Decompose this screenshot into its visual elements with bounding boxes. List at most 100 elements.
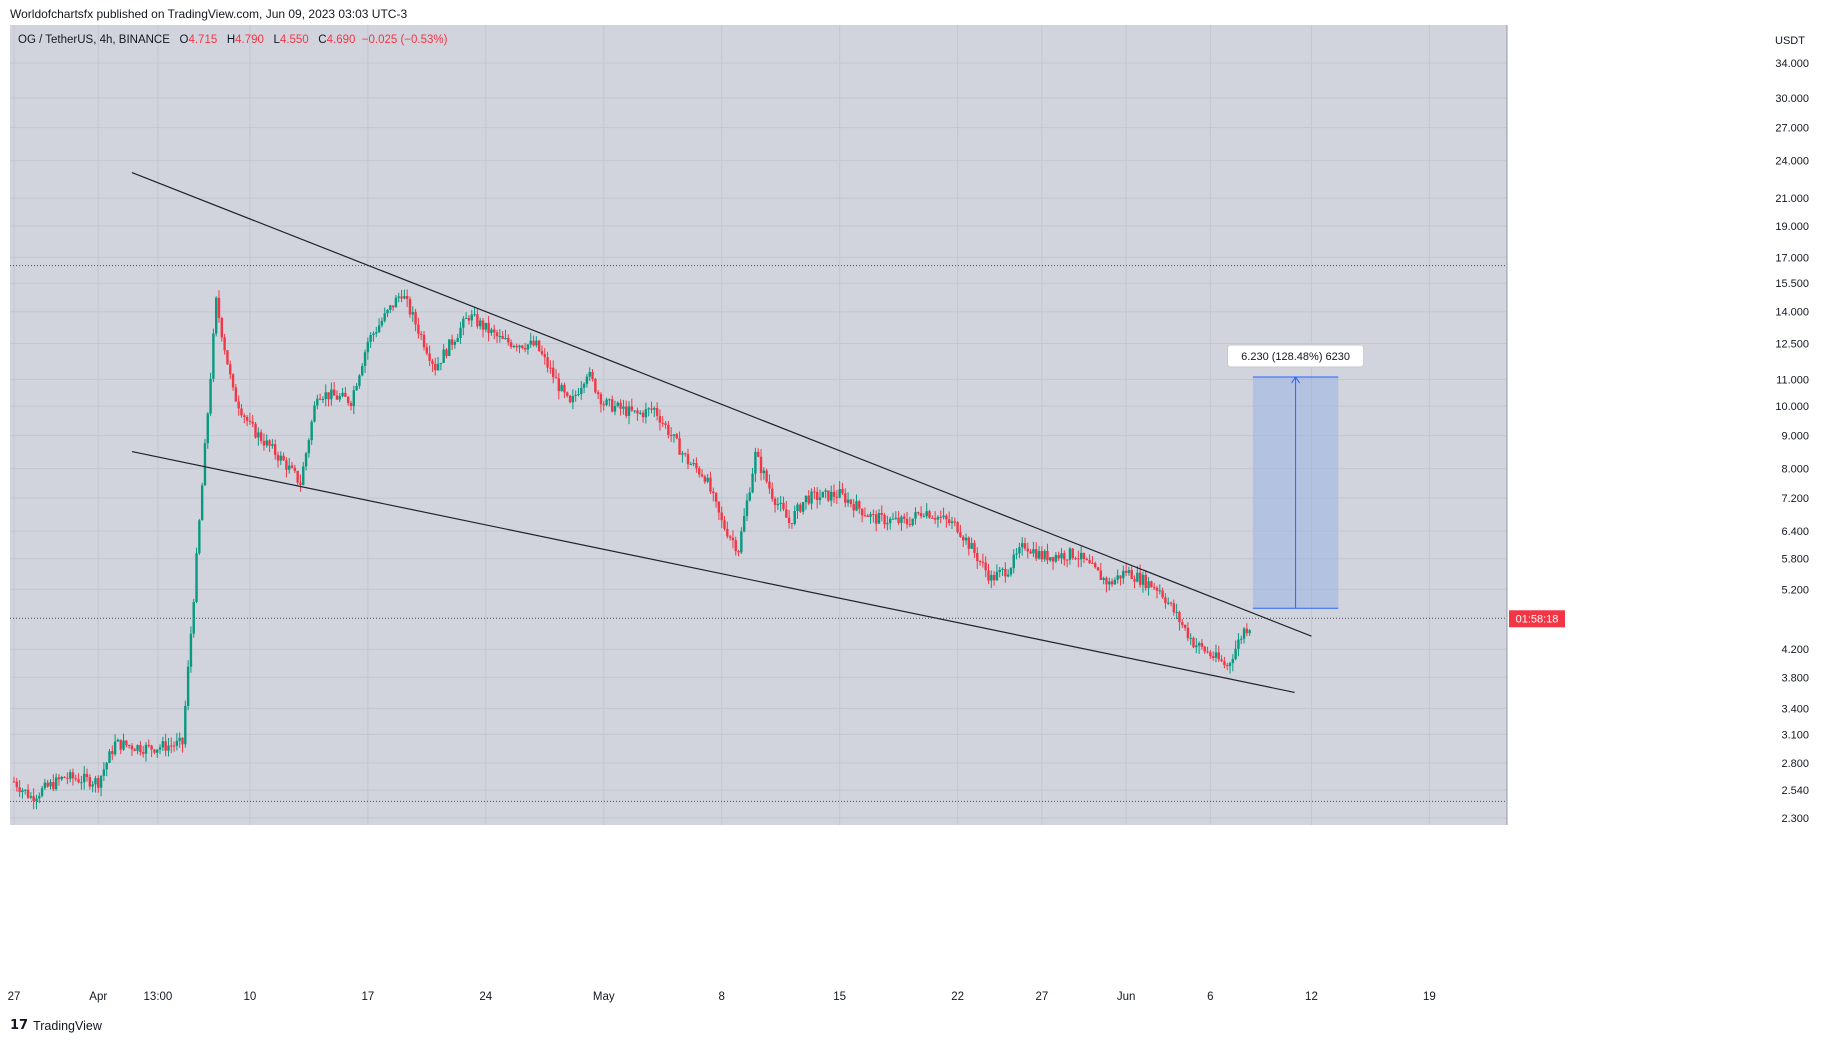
candle-body	[478, 320, 482, 327]
candle-body	[1060, 553, 1063, 559]
candle-body	[358, 375, 361, 386]
candle-body	[588, 372, 591, 377]
candle-body	[521, 345, 524, 348]
candle-body	[683, 453, 687, 455]
candle-body	[978, 561, 982, 563]
time-tick-label: 19	[1423, 991, 1436, 1003]
candle-body	[186, 666, 190, 706]
candle-body	[959, 532, 962, 537]
candle-body	[925, 511, 928, 517]
candle-body	[1138, 572, 1142, 585]
candle-body	[1023, 543, 1027, 549]
candle-body	[1217, 652, 1220, 660]
time-tick-label: 24	[479, 991, 492, 1003]
candle-body	[939, 516, 942, 518]
candle-body	[681, 453, 684, 455]
candle-body	[68, 772, 72, 779]
price-tick-label: 3.100	[1781, 729, 1809, 741]
candle-body	[453, 341, 457, 345]
price-tick-label: 14.000	[1775, 307, 1809, 319]
candle-body	[150, 745, 153, 750]
candle-body	[153, 749, 156, 753]
candle-body	[625, 406, 628, 416]
candle-body	[931, 517, 934, 519]
candle-body	[1223, 661, 1226, 666]
candle-body	[647, 408, 650, 410]
candle-body	[658, 415, 662, 423]
candle-body	[417, 324, 420, 334]
candle-body	[147, 744, 150, 746]
candle-body	[799, 504, 802, 512]
candle-body	[1074, 558, 1077, 560]
candle-body	[271, 444, 274, 446]
candle-body	[832, 491, 836, 497]
candle-body	[585, 376, 589, 384]
candle-body	[1119, 575, 1122, 579]
candle-body	[400, 296, 403, 299]
candle-body	[217, 297, 221, 319]
candle-body	[566, 392, 569, 396]
candle-body	[383, 313, 386, 321]
candle-body	[990, 575, 993, 581]
candle-body	[880, 512, 883, 515]
candle-body	[1029, 551, 1032, 554]
candle-body	[546, 357, 549, 368]
candle-body	[394, 297, 398, 308]
candle-body	[268, 440, 271, 446]
candle-body	[265, 440, 268, 446]
candle-body	[321, 398, 325, 400]
candle-body	[830, 491, 833, 501]
candle-body	[950, 521, 954, 524]
candle-body	[366, 341, 370, 353]
candle-body	[1209, 652, 1212, 657]
candle-body	[1006, 574, 1010, 577]
candle-body	[796, 504, 799, 511]
candle-body	[608, 399, 611, 401]
candle-body	[248, 420, 252, 422]
candle-body	[807, 495, 810, 504]
candle-body	[245, 417, 249, 421]
candle-body	[962, 536, 965, 541]
candle-body	[779, 502, 782, 504]
price-tick-label: 5.200	[1781, 584, 1809, 596]
candle-body	[526, 344, 530, 350]
candle-body	[127, 745, 131, 747]
candle-body	[386, 309, 389, 314]
candle-body	[1150, 581, 1153, 588]
candle-body	[1127, 570, 1131, 573]
candle-body	[338, 396, 341, 400]
candle-body	[827, 490, 830, 501]
change-value: −0.025 (−0.53%)	[361, 34, 448, 46]
candle-body	[768, 481, 771, 489]
candle-body	[740, 531, 743, 553]
candle-body	[125, 740, 128, 746]
candle-body	[661, 422, 664, 424]
candle-body	[849, 499, 853, 504]
symbol-pair: OG / TetherUS, 4h, BINANCE	[18, 34, 170, 46]
candle-body	[111, 751, 114, 755]
candle-body	[313, 405, 316, 422]
candle-body	[852, 503, 855, 511]
candle-body	[108, 751, 111, 763]
projection-arrow-head	[1291, 376, 1301, 384]
currency-label: USDT	[1775, 35, 1805, 47]
symbol-info-bar: OG / TetherUS, 4h, BINANCE O4.715 H4.790…	[18, 34, 448, 46]
candle-body	[1054, 555, 1058, 562]
candle-body	[846, 499, 850, 503]
candle-body	[1158, 590, 1161, 592]
candle-body	[198, 520, 201, 554]
candle-body	[1200, 643, 1204, 647]
candle-body	[279, 455, 282, 461]
tradingview-brand[interactable]: 𝟭𝟳 TradingView	[10, 1018, 102, 1033]
upper-trendline	[131, 172, 1312, 637]
candle-body	[1082, 552, 1086, 560]
candle-body	[459, 327, 462, 338]
current-price-tag	[1509, 610, 1565, 628]
price-tick-label: 2.800	[1781, 758, 1809, 770]
candle-body	[771, 488, 774, 499]
candle-body	[403, 296, 406, 299]
candle-body	[1012, 554, 1015, 569]
candle-body	[1240, 638, 1243, 640]
candle-body	[448, 339, 451, 356]
